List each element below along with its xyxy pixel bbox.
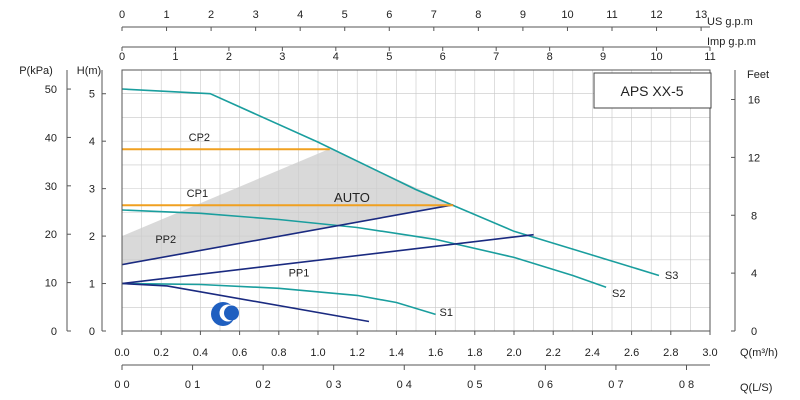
series-label-s1: S1: [440, 307, 453, 319]
x-us-tick-label: 0: [119, 9, 125, 21]
x-imp-tick-label: 3: [279, 51, 285, 63]
x-axis-ls-label: Q(L/S): [740, 382, 772, 394]
plot-frame: [121, 69, 711, 332]
x-tick-label: 2.0: [506, 347, 521, 359]
x-axis-imp-label: Imp g.p.m: [707, 36, 756, 48]
y-h-tick-label: 0: [89, 326, 95, 338]
x-tick-label: 1.2: [350, 347, 365, 359]
y-h-tick-label: 3: [89, 184, 95, 196]
y-p-tick-label: 40: [45, 132, 57, 144]
x-us-tick-label: 4: [297, 9, 303, 21]
series-line-s2: [121, 209, 607, 289]
y-ft-tick-label: 16: [748, 95, 760, 107]
axes: [66, 26, 736, 366]
y-p-tick-label: 10: [45, 278, 57, 290]
x-imp-tick-label: 0: [119, 51, 125, 63]
series-line-pp1: [121, 233, 534, 285]
y-axis-ft-label: Feet: [747, 69, 769, 81]
x-tick-label: 2.6: [624, 347, 639, 359]
x-ls-tick-label: 0 3: [326, 379, 341, 391]
x-ls-tick-label: 0 8: [679, 379, 694, 391]
x-us-tick-label: 8: [475, 9, 481, 21]
x-imp-tick-label: 6: [440, 51, 446, 63]
x-imp-tick-label: 9: [600, 51, 606, 63]
y-p-tick-label: 30: [45, 181, 57, 193]
x-tick-label: 0.2: [154, 347, 169, 359]
x-imp-tick-label: 5: [386, 51, 392, 63]
x-tick-label: 0.6: [232, 347, 247, 359]
y-h-tick-label: 2: [89, 231, 95, 243]
x-us-tick-label: 3: [253, 9, 259, 21]
x-us-tick-label: 5: [342, 9, 348, 21]
x-ls-tick-label: 0 1: [185, 379, 200, 391]
series-label-pp2: PP2: [155, 234, 176, 246]
series-line-min: [121, 282, 370, 323]
y-h-tick-label: 4: [89, 136, 95, 148]
x-us-tick-label: 9: [520, 9, 526, 21]
x-us-tick-label: 2: [208, 9, 214, 21]
series-line-pp2: [121, 204, 454, 266]
x-ls-tick-label: 0 7: [608, 379, 623, 391]
night-mode-icon: [211, 302, 239, 326]
series-label-pp1: PP1: [289, 267, 310, 279]
y-ft-tick-label: 0: [751, 326, 757, 338]
x-tick-label: 0.0: [114, 347, 129, 359]
x-ls-tick-label: 0 5: [467, 379, 482, 391]
x-tick-label: 2.2: [546, 347, 561, 359]
y-ft-tick-label: 8: [751, 210, 757, 222]
series-label-s3: S3: [665, 270, 678, 282]
x-tick-label: 0.4: [193, 347, 208, 359]
y-h-tick-label: 5: [89, 89, 95, 101]
x-imp-tick-label: 7: [493, 51, 499, 63]
x-us-tick-label: 10: [561, 9, 573, 21]
y-h-tick-label: 1: [89, 279, 95, 291]
x-tick-label: 1.8: [467, 347, 482, 359]
y-ft-tick-label: 4: [751, 268, 757, 280]
y-p-tick-label: 50: [45, 84, 57, 96]
model-box: [593, 72, 712, 109]
series-label-s2: S2: [612, 288, 625, 300]
x-imp-tick-label: 11: [704, 51, 715, 63]
y-p-tick-label: 20: [45, 229, 57, 241]
series-labels: S1 S2 S3 PP1 PP2 CP1 CP2: [155, 132, 678, 319]
x-axis-label: Q(m³/h): [740, 347, 778, 359]
series-label-cp1: CP1: [187, 188, 208, 200]
x-ls-tick-label: 0 6: [538, 379, 553, 391]
auto-label: AUTO: [334, 190, 370, 205]
x-imp-tick-label: 1: [172, 51, 178, 63]
x-tick-label: 2.4: [585, 347, 600, 359]
x-tick-label: 2.8: [663, 347, 678, 359]
series-line-s3: [121, 88, 660, 277]
y-axis-h-label: H(m): [77, 65, 101, 77]
x-imp-tick-label: 2: [226, 51, 232, 63]
x-tick-label: 3.0: [702, 347, 717, 359]
x-us-tick-label: 6: [386, 9, 392, 21]
x-us-tick-label: 7: [431, 9, 437, 21]
x-ls-tick-label: 0 4: [397, 379, 412, 391]
y-axis-p-label: P(kPa): [19, 65, 53, 77]
series-label-cp2: CP2: [189, 132, 210, 144]
x-us-tick-label: 13: [695, 9, 707, 21]
auto-region: [122, 148, 454, 265]
x-ls-tick-label: 0 0: [114, 379, 129, 391]
y-ft-tick-label: 12: [748, 152, 760, 164]
x-tick-label: 1.6: [428, 347, 443, 359]
x-us-tick-label: 11: [606, 9, 617, 21]
tick-labels: 0.0 0.2 0.4 0.6 0.8 1.0 1.2 1.4 1.6 1.8 2.0 2.2 2.4 2…: [45, 9, 760, 391]
series-group: [121, 88, 660, 323]
x-tick-label: 0.8: [271, 347, 286, 359]
model-label: APS XX-5: [620, 83, 683, 99]
series-line-s1: [121, 282, 436, 316]
x-tick-label: 1.4: [389, 347, 404, 359]
y-p-tick-label: 0: [51, 326, 57, 338]
x-imp-tick-label: 8: [547, 51, 553, 63]
x-ls-tick-label: 0 2: [255, 379, 270, 391]
x-us-tick-label: 12: [650, 9, 662, 21]
x-imp-tick-label: 4: [333, 51, 339, 63]
x-axis-us-label: US g.p.m: [707, 16, 753, 28]
x-us-tick-label: 1: [163, 9, 169, 21]
x-imp-tick-label: 10: [650, 51, 662, 63]
x-tick-label: 1.0: [310, 347, 325, 359]
